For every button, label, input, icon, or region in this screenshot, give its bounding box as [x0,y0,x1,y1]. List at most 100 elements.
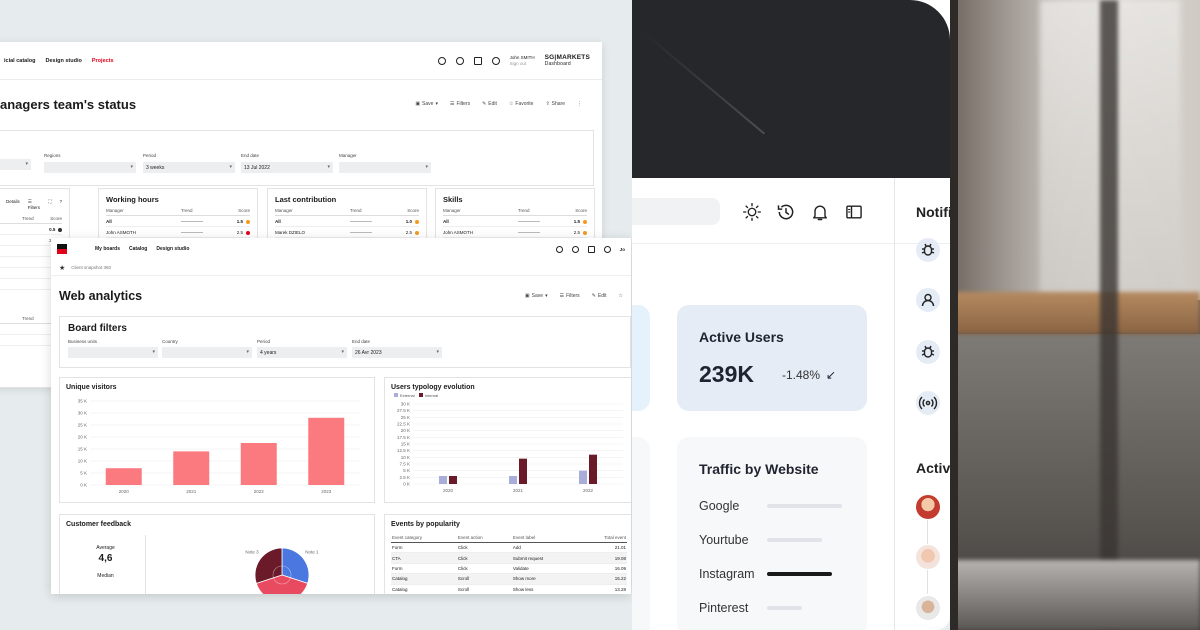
user-name: John SMITH [509,54,535,60]
pie-slice [255,574,309,594]
nav-catalog[interactable]: Catalog [129,246,148,252]
user-icon[interactable] [916,288,940,312]
score-wrap: 2.5 [554,230,587,235]
bug-icon[interactable] [916,340,940,364]
pie-label: Note 3 [245,549,259,554]
broadcast-icon[interactable] [916,391,940,415]
traffic-title: Traffic by Website [699,461,819,477]
table-row[interactable]: All 1.0 [275,216,419,227]
nav-design-studio[interactable]: Design studio [156,246,190,252]
favorite-icon[interactable]: ☆ [618,293,623,299]
nav-design-studio[interactable]: Design studio [45,57,82,64]
filter-select[interactable] [68,347,158,358]
filter-select[interactable] [44,162,136,173]
filter-period[interactable]: Period 3 weeks [143,153,235,173]
filter-end-date[interactable]: End date 26 Avr 2023 [352,339,442,358]
filter-period[interactable]: Period 4 years [257,339,347,358]
history-icon[interactable] [776,202,796,222]
gear-icon[interactable] [555,245,563,253]
nav-my-boards[interactable]: My boards [95,246,121,252]
sidebar-icon[interactable] [844,202,864,222]
avatar[interactable] [916,495,940,519]
help-icon[interactable] [571,245,579,253]
traffic-row[interactable]: Pinterest [699,591,845,625]
help-icon[interactable] [455,56,464,65]
filter-first[interactable] [0,159,31,170]
filter-business-units[interactable]: Business units [68,339,158,358]
user-name[interactable]: Jo [619,246,625,252]
traffic-row[interactable]: Google [699,489,845,523]
pie-slice [281,547,310,584]
table-row[interactable]: All 1.5 [443,216,587,227]
bell-icon[interactable] [810,202,830,222]
table-row[interactable]: Form Click Validate 16.09 [391,563,627,575]
filters-label: Filters [566,293,580,299]
table-row[interactable]: John ASMOTH 2.5 [443,227,587,238]
col-trend: Trend [22,316,34,321]
filters-button[interactable]: ☰ Filters [559,293,580,299]
user-icon[interactable] [603,245,611,253]
filter-select[interactable] [162,347,252,358]
details-link[interactable]: Details [6,199,20,204]
filter-select[interactable]: 13 Jul 2022 [241,162,333,173]
filter-end-date[interactable]: End date 13 Jul 2022 [241,153,333,173]
expand-icon[interactable]: ⛶ [48,199,52,204]
filter-select[interactable]: 4 years [257,347,347,358]
analytics-app-panel: Active Users 239K -1.48% ↙ Traffic by We… [632,0,950,630]
table-row [0,246,62,257]
bug-icon[interactable] [916,238,940,262]
score-dot [245,219,250,224]
legend-external: External [400,393,415,398]
filter-select[interactable]: 3 weeks [143,162,235,173]
more-icon[interactable]: ⋮ [577,101,582,107]
search-input[interactable] [632,198,720,225]
col-score: Score [575,208,587,213]
table-row[interactable]: CTA Click Submit request 19.08 [391,552,627,564]
save-button[interactable]: ▣ Save ▾ [524,293,548,299]
avatar[interactable] [916,545,940,569]
filter-select[interactable]: 26 Avr 2023 [352,347,442,358]
table-row[interactable]: Form Click Add 21.01 [391,542,627,554]
avatar[interactable] [916,596,940,620]
filters-link[interactable]: ☰ Filters [27,199,41,210]
legend-swatch-external [394,393,398,397]
grid-icon[interactable] [587,245,595,253]
user-icon[interactable] [491,56,500,65]
office-photo [950,0,1200,630]
filter-select[interactable] [339,162,431,173]
traffic-row[interactable]: Yourtube [699,523,845,557]
table-row[interactable]: Catalog Scroll Show more 15.22 [391,573,627,585]
col-total-events: Total event [578,533,627,543]
gear-icon[interactable] [437,56,446,65]
share-button[interactable]: ⇪ Share [545,101,565,107]
score-cell: 2.5 [573,230,580,235]
table-row[interactable]: Marek DZIELO 2.5 [275,227,419,238]
filters-button[interactable]: ☰ Filters [449,101,471,107]
table-row[interactable]: All 1.5 [106,216,250,227]
grid-icon[interactable] [473,56,482,65]
sign-out-link[interactable]: Sign out [509,60,527,66]
filters-panel: Regions Period 3 weeks End date 13 Jul 2… [0,130,594,186]
edit-button[interactable]: ✎ Edit [482,101,497,107]
user-block[interactable]: John SMITH Sign out [510,55,535,67]
filter-manager[interactable]: Manager [339,153,431,173]
traffic-row[interactable]: Instagram [699,557,845,591]
edit-label: Edit [488,101,497,107]
table-row[interactable]: John ASMOTH 2.5 [106,227,250,238]
favorite-button[interactable]: ☆ Favorite [508,101,534,107]
trend-sparkline [517,230,554,235]
table-row: 0.5 [0,224,62,235]
save-button[interactable]: ▣ Save ▾ [415,101,438,107]
edit-button[interactable]: ✎ Edit [591,293,607,299]
help-icon[interactable]: ? [59,199,62,204]
filter-country[interactable]: Country [162,339,252,358]
sun-icon[interactable] [742,202,762,222]
nav-catalog[interactable]: icial catalog [4,57,36,64]
star-icon[interactable]: ★ [59,264,66,272]
active-users-card[interactable]: Active Users 239K -1.48% ↙ [677,305,867,411]
table-row[interactable]: Catalog Scroll Show less 13.28 [391,584,627,594]
card-title: Working hours [106,195,159,204]
filter-regions[interactable]: Regions [44,153,136,173]
nav-projects[interactable]: Projects [91,57,114,64]
